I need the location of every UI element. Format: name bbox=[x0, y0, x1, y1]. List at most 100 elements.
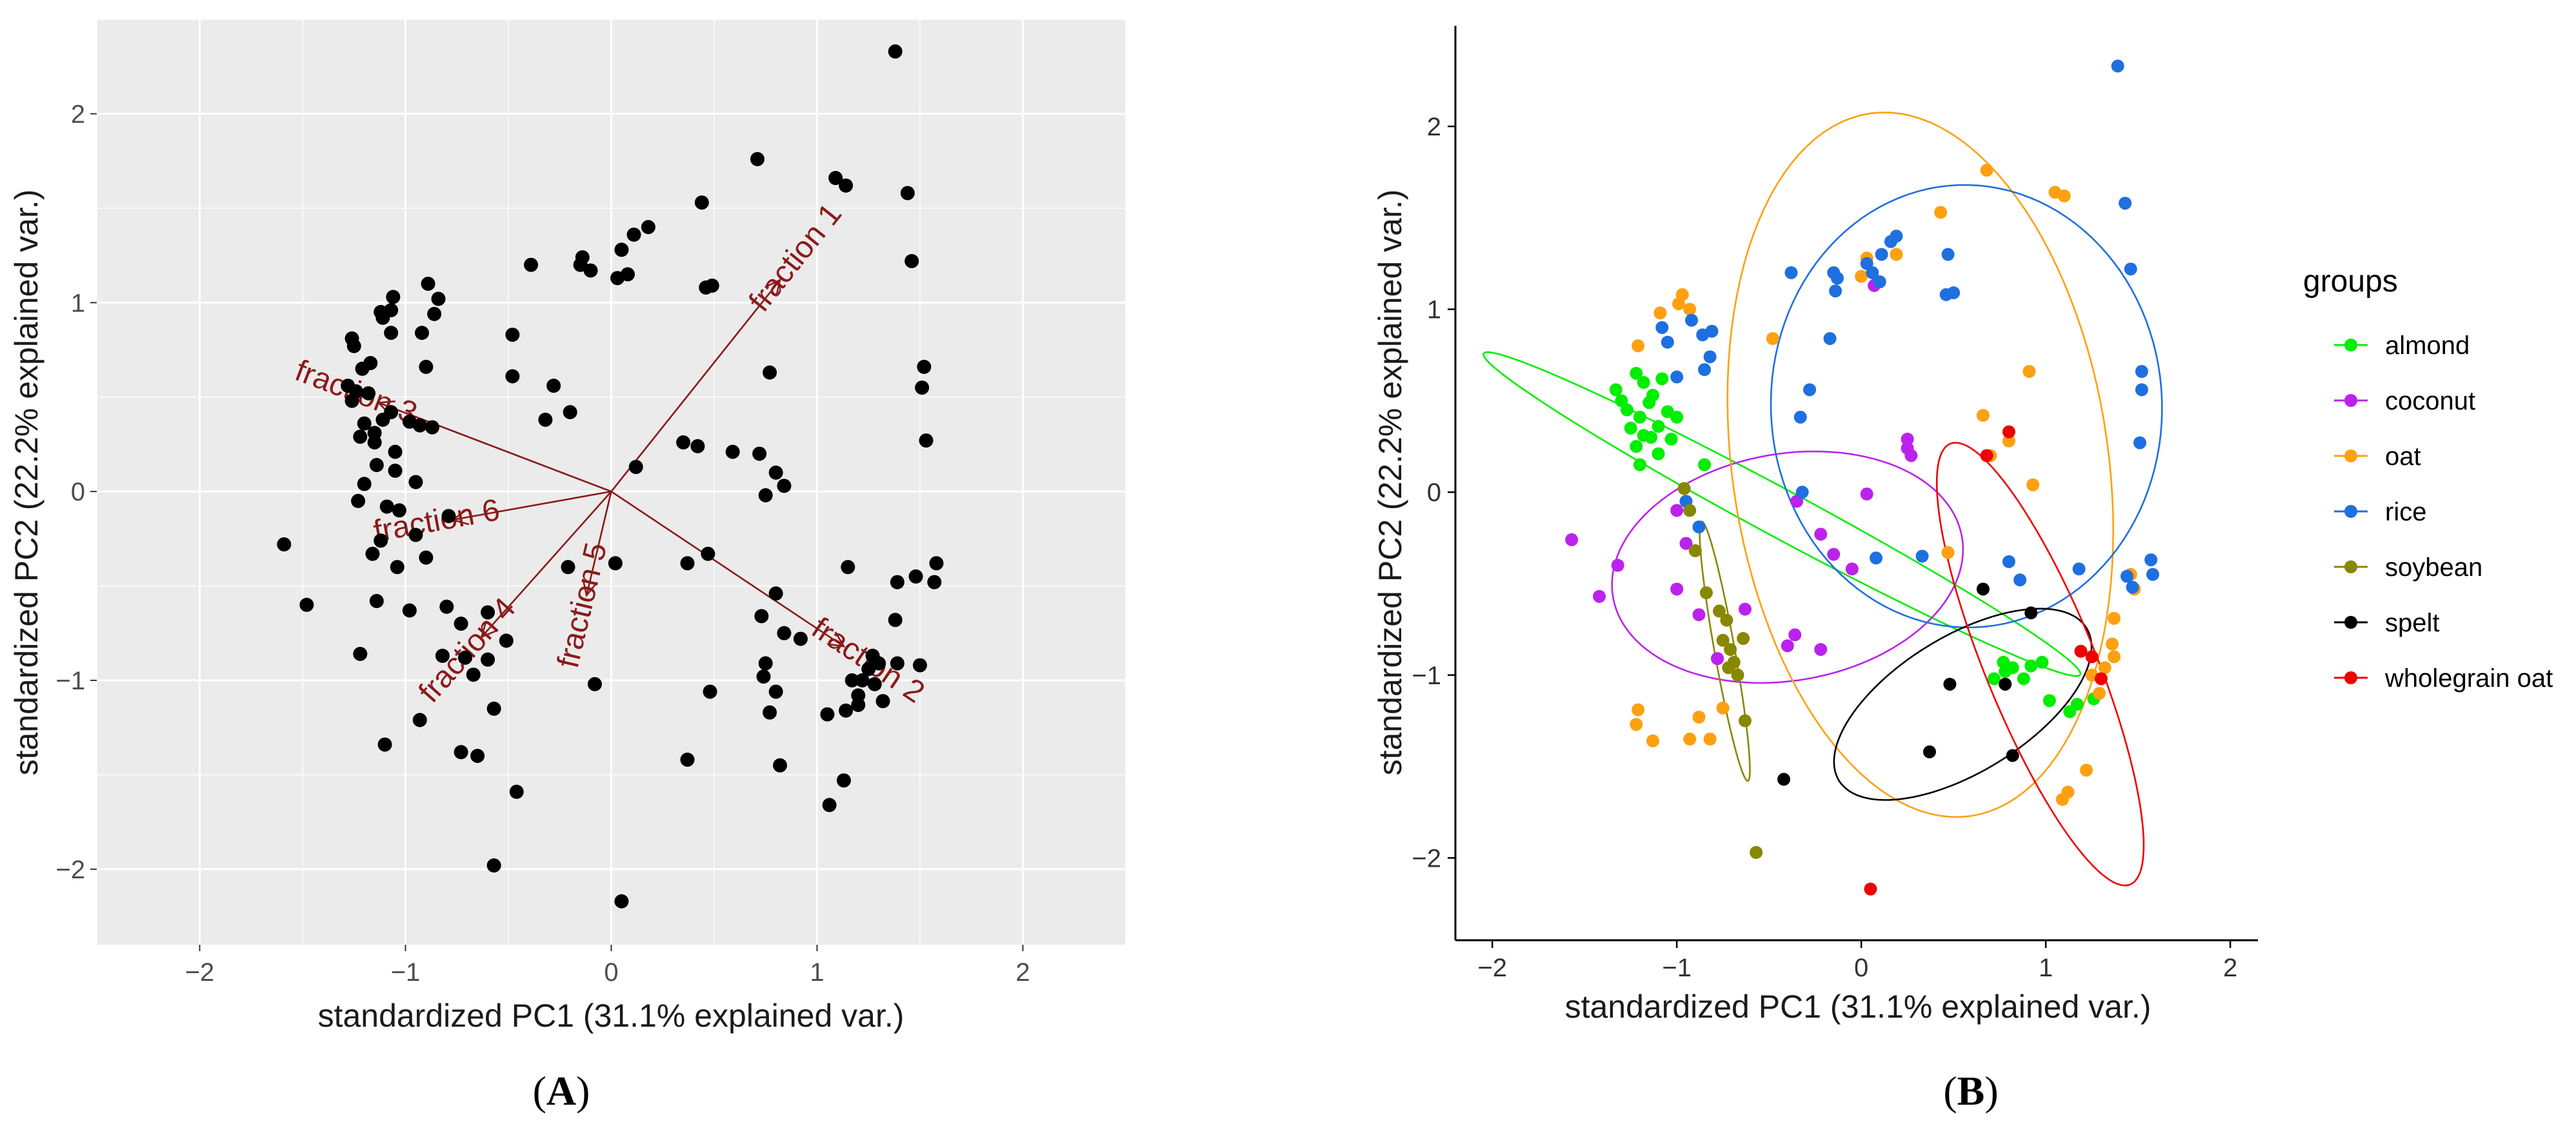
panel-b-y-axis-title: standardized PC2 (22.2% explained var.) bbox=[1372, 190, 1408, 776]
data-point bbox=[524, 257, 539, 272]
data-point bbox=[855, 673, 870, 687]
data-point bbox=[374, 533, 388, 548]
point-coconut bbox=[1593, 589, 1606, 603]
point-oat bbox=[1980, 164, 1993, 177]
data-point bbox=[758, 656, 773, 671]
point-coconut bbox=[1901, 432, 1914, 446]
data-point bbox=[836, 773, 851, 788]
point-coconut bbox=[1611, 558, 1624, 572]
legend-item-spelt: spelt bbox=[2334, 609, 2440, 637]
point-oat bbox=[2098, 661, 2112, 675]
data-point bbox=[680, 753, 695, 767]
point-almond bbox=[2017, 672, 2030, 686]
point-wholegrain-oat bbox=[1980, 449, 1993, 462]
data-point bbox=[454, 617, 468, 631]
panel-b-y-tick-labels: −2 −1 0 1 2 bbox=[1412, 113, 1455, 873]
data-point bbox=[752, 446, 767, 461]
point-soybean bbox=[1724, 643, 1737, 656]
data-point bbox=[888, 44, 903, 59]
point-almond bbox=[1655, 372, 1669, 386]
point-oat bbox=[1703, 733, 1717, 746]
data-point bbox=[361, 386, 376, 400]
data-point bbox=[768, 586, 783, 601]
data-point bbox=[486, 701, 501, 716]
data-point bbox=[919, 433, 934, 448]
x-tick-label: 0 bbox=[604, 958, 618, 987]
data-point bbox=[353, 429, 368, 444]
data-point bbox=[676, 435, 691, 449]
point-wholegrain-oat bbox=[2074, 644, 2088, 658]
point-rice bbox=[1685, 313, 1699, 327]
panel-a-gridlines bbox=[96, 19, 1126, 945]
legend-title: groups bbox=[2303, 264, 2398, 299]
point-oat bbox=[1675, 288, 1689, 301]
point-coconut bbox=[1781, 639, 1794, 653]
ellipse-coconut bbox=[1611, 450, 1964, 684]
data-point bbox=[758, 488, 773, 502]
data-point bbox=[904, 253, 919, 268]
x-tick-label: 2 bbox=[1015, 958, 1030, 987]
data-point bbox=[763, 705, 777, 720]
panel-b-points bbox=[1565, 59, 2159, 896]
legend-label: almond bbox=[2385, 331, 2470, 360]
point-spelt bbox=[2006, 749, 2019, 762]
data-point bbox=[763, 365, 777, 380]
data-point bbox=[408, 475, 423, 489]
data-point bbox=[908, 569, 923, 584]
data-point bbox=[890, 656, 904, 671]
point-oat bbox=[2093, 687, 2106, 700]
legend-label: oat bbox=[2385, 442, 2421, 471]
panel-b-x-axis-title: standardized PC1 (31.1% explained var.) bbox=[1565, 989, 2152, 1025]
data-point bbox=[369, 458, 384, 473]
point-coconut bbox=[1670, 504, 1684, 517]
data-point bbox=[402, 603, 417, 618]
point-almond bbox=[1624, 421, 1637, 435]
panel-b-letter: B bbox=[1957, 1068, 1985, 1114]
legend-marker bbox=[2344, 616, 2357, 629]
point-rice bbox=[2119, 197, 2132, 210]
data-point bbox=[750, 152, 764, 166]
point-rice bbox=[1661, 335, 1674, 349]
data-point bbox=[408, 528, 423, 542]
point-almond bbox=[1633, 410, 1646, 424]
point-almond bbox=[1644, 431, 1658, 444]
point-rice bbox=[1830, 271, 1844, 285]
data-point bbox=[561, 560, 575, 575]
ellipse-wholegrain-oat bbox=[1935, 442, 2145, 887]
point-soybean bbox=[1683, 504, 1697, 517]
data-point bbox=[486, 858, 501, 873]
data-point bbox=[822, 798, 837, 813]
data-point bbox=[365, 546, 380, 561]
panel-a-y-axis-title: standardized PC2 (22.2% explained var.) bbox=[8, 190, 45, 776]
ellipse-rice bbox=[1770, 184, 2163, 629]
point-rice bbox=[2120, 569, 2133, 583]
point-almond bbox=[1698, 458, 1712, 471]
panel-a-y-tick-labels: −2 −1 0 1 2 bbox=[55, 100, 97, 884]
panel-b-legend: groups almond coconut oat rice soybean spelt w… bbox=[2303, 264, 2553, 693]
data-point bbox=[509, 784, 524, 799]
data-point bbox=[505, 369, 520, 384]
point-oat bbox=[1716, 701, 1730, 715]
data-point bbox=[626, 227, 641, 242]
point-rice bbox=[2002, 555, 2015, 568]
point-oat bbox=[2080, 764, 2093, 777]
data-point bbox=[412, 713, 427, 727]
data-point bbox=[369, 594, 384, 608]
data-point bbox=[505, 328, 520, 342]
point-rice bbox=[2135, 383, 2148, 397]
point-oat bbox=[1653, 306, 1667, 320]
legend-item-soybean: soybean bbox=[2334, 553, 2482, 582]
data-point bbox=[386, 290, 401, 304]
y-tick-label: −2 bbox=[55, 856, 85, 884]
data-point bbox=[419, 550, 434, 565]
data-point bbox=[546, 379, 561, 393]
data-point bbox=[610, 271, 625, 286]
loading-arrow bbox=[610, 279, 781, 492]
point-oat bbox=[2026, 478, 2040, 491]
data-point bbox=[773, 758, 788, 773]
data-point bbox=[851, 698, 866, 713]
point-coconut bbox=[1827, 548, 1841, 561]
point-rice bbox=[1870, 551, 1883, 565]
data-point bbox=[725, 444, 740, 459]
data-point bbox=[704, 278, 719, 293]
